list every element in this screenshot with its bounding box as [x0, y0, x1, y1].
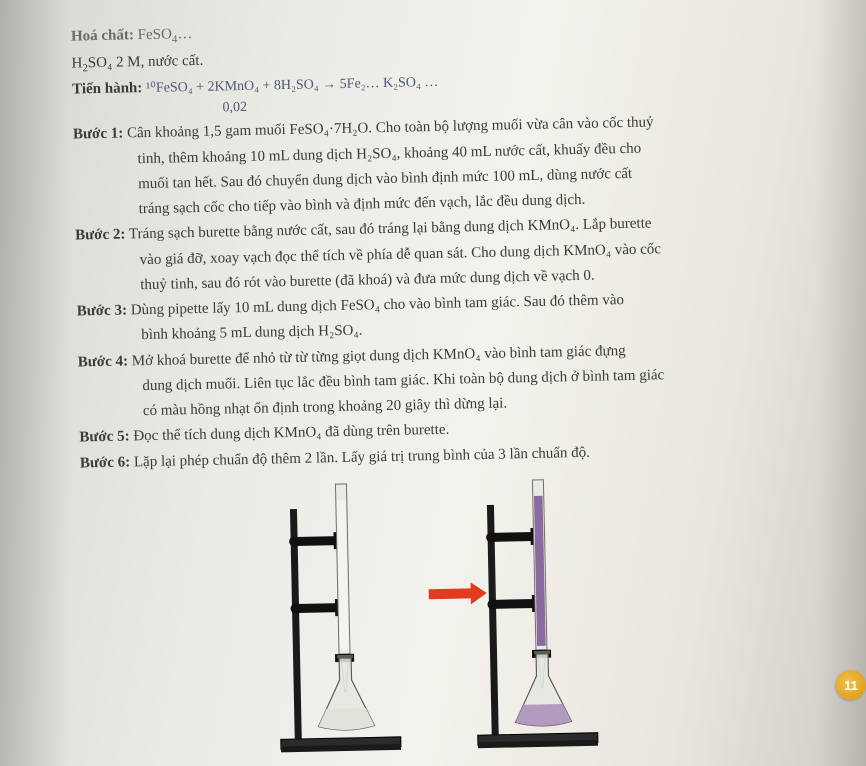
step1-label: Bước 1:	[73, 126, 124, 143]
step4-t1: Mở khoá burette để nhỏ từ từ từng giọt d…	[132, 343, 626, 369]
step5-label: Bước 5:	[79, 429, 130, 446]
step3-t1: Dùng pipette lấy 10 mL dung dịch FeSO₄ c…	[131, 292, 625, 318]
step4-label: Bước 4:	[78, 353, 129, 370]
handwriting-1: ¹⁰FeSO₄ + 2KMnO₄ + 8H₂SO₄ → 5Fe₂… K₂SO₄ …	[146, 75, 439, 96]
step3-label: Bước 3:	[77, 303, 128, 320]
figure-wrap: ▲Hình 19.2. Mô phỏng thí nghiệm chuẩn độ	[80, 468, 820, 766]
step5-t1: Đọc thể tích dung dịch KMnO₄ đã dùng trê…	[133, 422, 449, 445]
step6-t1: Lặp lại phép chuẩn độ thêm 2 lần. Lấy gi…	[134, 444, 590, 470]
titration-figure	[267, 472, 633, 759]
hoachat-rest: FeSO	[138, 26, 173, 43]
hoachat-label: Hoá chất:	[71, 27, 134, 44]
h2so4-rest: SO₄ 2 M, nước cất.	[88, 53, 204, 71]
figure-caption: ▲Hình 19.2. Mô phỏng thí nghiệm chuẩn độ	[86, 758, 820, 766]
step2-label: Bước 2:	[75, 227, 126, 244]
step6-label: Bước 6:	[80, 454, 131, 471]
page-content: Hoá chất: FeSO4… H2SO₄ 2 M, nước cất. Ti…	[0, 0, 866, 766]
tienhanh-label: Tiến hành:	[72, 81, 143, 98]
page-number: 11	[844, 678, 858, 693]
page-number-badge: 11	[836, 670, 866, 700]
h2so4-h: H	[71, 55, 82, 71]
